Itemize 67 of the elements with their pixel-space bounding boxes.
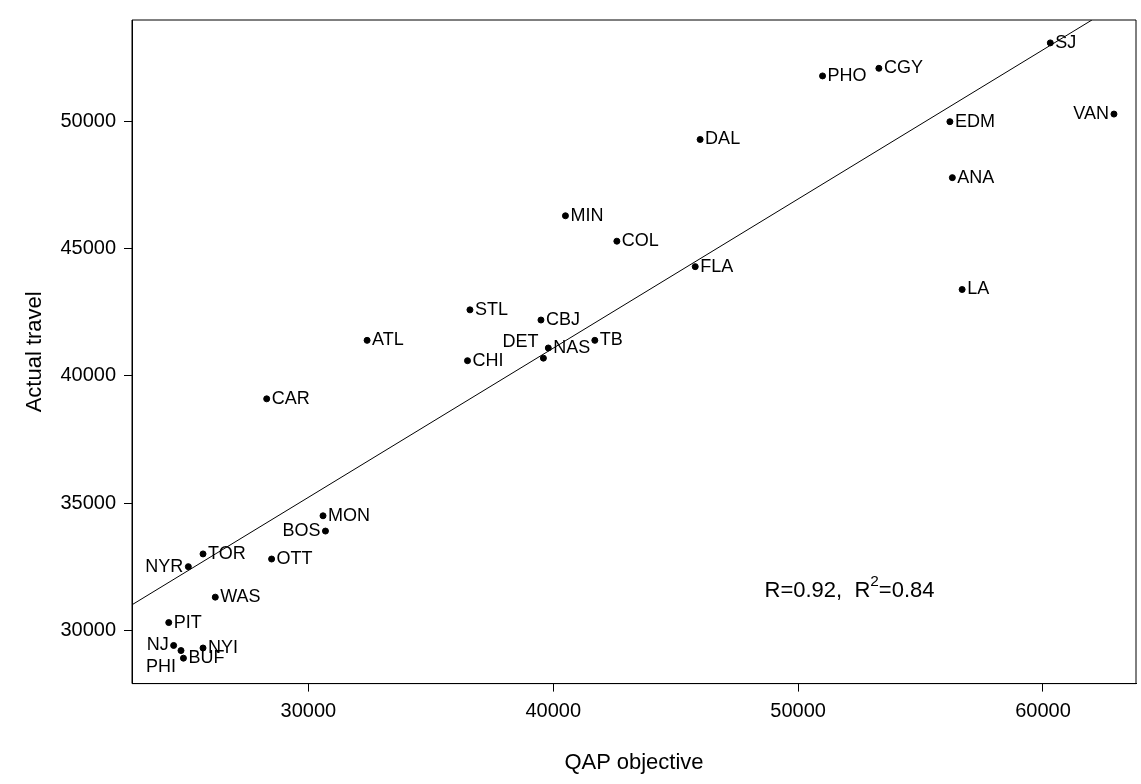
point <box>958 286 966 294</box>
annotation: CHI <box>472 349 504 370</box>
annotation: ANA <box>957 166 995 187</box>
annotation: EDM <box>954 110 995 131</box>
point <box>537 316 545 324</box>
x-axis-title: QAP objective <box>564 748 704 774</box>
point <box>946 118 954 126</box>
y-tick-label: 50000 <box>60 109 117 132</box>
annotation: FLA <box>700 255 734 276</box>
point <box>211 593 219 601</box>
annotation: TB <box>599 329 623 350</box>
y-tick-label: 40000 <box>60 363 117 386</box>
point <box>948 174 956 182</box>
point <box>268 555 276 563</box>
annotation: VAN <box>1073 103 1109 124</box>
y-axis-title: Actual travel <box>21 291 47 413</box>
annotation: STL <box>474 298 508 319</box>
point <box>819 72 827 80</box>
point <box>363 336 371 344</box>
annotation: PHO <box>827 64 867 85</box>
point <box>319 512 327 520</box>
point <box>875 64 883 72</box>
point <box>591 336 599 344</box>
annotation: WAS <box>220 586 261 607</box>
annotation: COL <box>621 230 659 251</box>
point <box>466 306 474 314</box>
point <box>613 237 621 245</box>
point <box>179 654 187 662</box>
x-tick-label: 40000 <box>525 699 582 722</box>
point <box>170 641 178 649</box>
annotation: NYR <box>145 555 184 576</box>
point <box>691 263 699 271</box>
point <box>561 212 569 220</box>
y-tick-label: 35000 <box>60 490 117 513</box>
annotation: NAS <box>553 336 591 357</box>
annotation: CAR <box>271 387 310 408</box>
point <box>696 136 704 143</box>
annotation: OTT <box>276 547 313 568</box>
x-tick-label: 30000 <box>280 699 337 722</box>
point <box>321 527 329 535</box>
point <box>1110 110 1118 118</box>
point <box>165 619 173 627</box>
annotation: ATL <box>372 329 404 350</box>
point <box>539 354 547 362</box>
point <box>263 395 271 403</box>
annotation: PHI <box>145 655 176 676</box>
annotation: MIN <box>570 204 604 225</box>
x-tick-label: 50000 <box>770 699 826 722</box>
annotation: MON <box>328 504 371 525</box>
annotation: LA <box>967 278 990 299</box>
point <box>177 647 185 655</box>
point <box>463 357 471 365</box>
annotation: DAL <box>705 128 741 149</box>
annotation: BOS <box>282 520 321 541</box>
point <box>1046 39 1054 47</box>
point <box>544 344 552 352</box>
point <box>184 563 192 571</box>
annotation: PIT <box>173 611 202 632</box>
x-tick-label: 60000 <box>1015 699 1071 722</box>
y-tick-label: 45000 <box>60 236 117 259</box>
annotation: SJ <box>1055 31 1077 52</box>
annotation: DET <box>502 331 539 352</box>
annotation: NJ <box>146 634 169 655</box>
point <box>199 550 207 558</box>
annotation: CGY <box>883 57 923 78</box>
y-tick-label: 30000 <box>60 617 117 640</box>
annotation: CBJ <box>545 308 580 329</box>
